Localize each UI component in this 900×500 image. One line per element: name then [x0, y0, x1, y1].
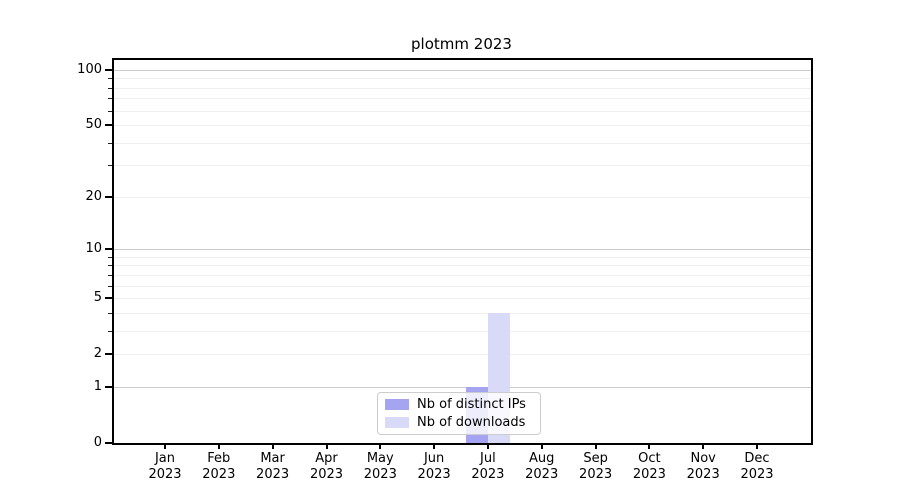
y-axis-tick [105, 68, 112, 71]
minor-gridline [114, 274, 811, 276]
minor-gridline [114, 354, 811, 356]
minor-gridline [114, 196, 811, 198]
y-tick-label: 50 [85, 117, 102, 132]
y-axis-minor-tick [108, 312, 112, 314]
x-tick-label: Oct 2023 [632, 451, 666, 482]
chart-title: plotmm 2023 [411, 35, 512, 53]
legend-swatch-downloads [385, 417, 409, 428]
x-tick-label: May 2023 [363, 451, 397, 482]
x-tick-label: Nov 2023 [686, 451, 720, 482]
y-axis-minor-tick [108, 330, 112, 332]
y-axis-tick [105, 124, 112, 126]
minor-gridline [114, 110, 811, 112]
minor-gridline [114, 98, 811, 100]
minor-gridline [114, 330, 811, 332]
y-axis-minor-tick [108, 274, 112, 276]
y-axis-tick [105, 195, 112, 198]
y-tick-label: 2 [93, 346, 102, 362]
major-gridline [114, 69, 811, 71]
minor-gridline [114, 312, 811, 314]
y-axis-tick [105, 353, 112, 356]
y-axis-tick [105, 442, 112, 444]
minor-gridline [114, 142, 811, 144]
x-axis-tick [486, 443, 489, 449]
x-tick-label: Jun 2023 [417, 451, 451, 482]
y-tick-label: 10 [85, 241, 102, 257]
legend-label-distinct-ips: Nb of distinct IPs [417, 396, 526, 412]
y-axis-minor-tick [108, 78, 112, 80]
minor-gridline [114, 285, 811, 287]
y-tick-label: 5 [93, 290, 102, 306]
x-axis-tick [271, 443, 274, 449]
y-tick-label: 0 [93, 435, 102, 450]
y-tick-label: 1 [93, 378, 102, 394]
x-tick-label: Mar 2023 [256, 451, 290, 482]
minor-gridline [114, 256, 811, 258]
y-axis-minor-tick [108, 256, 112, 258]
x-axis-tick [164, 443, 166, 449]
y-axis-tick [105, 385, 112, 388]
y-tick-label: 20 [85, 188, 102, 204]
x-axis-tick [648, 443, 651, 449]
x-tick-label: Apr 2023 [309, 451, 344, 482]
minor-gridline [114, 87, 811, 89]
y-axis-minor-tick [108, 142, 112, 144]
x-axis-tick [325, 443, 328, 449]
y-axis-minor-tick [108, 165, 112, 167]
legend: Nb of distinct IPs Nb of downloads [377, 392, 541, 435]
x-axis-tick [433, 443, 436, 449]
y-axis-minor-tick [108, 265, 112, 267]
x-axis-tick [379, 443, 382, 449]
y-axis-minor-tick [108, 110, 112, 112]
x-axis-tick [540, 443, 543, 449]
minor-gridline [114, 298, 811, 300]
x-axis-tick [217, 443, 220, 449]
y-axis-minor-tick [108, 87, 112, 89]
x-axis-tick [594, 443, 597, 449]
minor-gridline [114, 265, 811, 267]
legend-item-distinct-ips: Nb of distinct IPs [385, 397, 534, 413]
y-axis-tick [105, 248, 112, 251]
x-tick-label: Jan 2023 [148, 451, 182, 482]
minor-gridline [114, 125, 811, 126]
x-tick-label: Feb 2023 [202, 451, 236, 482]
x-axis-tick [756, 443, 758, 449]
y-axis-minor-tick [108, 98, 112, 100]
x-axis-tick [702, 443, 705, 449]
x-tick-label: Aug 2023 [525, 451, 559, 482]
x-tick-label: Dec 2023 [740, 451, 774, 482]
major-gridline [114, 249, 811, 251]
minor-gridline [114, 78, 811, 80]
x-tick-label: Sep 2023 [579, 451, 613, 482]
legend-label-downloads: Nb of downloads [417, 414, 526, 430]
y-axis-tick [105, 297, 112, 300]
legend-item-downloads: Nb of downloads [385, 415, 534, 431]
minor-gridline [114, 165, 811, 167]
plot-area [112, 58, 813, 445]
y-axis-minor-tick [108, 285, 112, 287]
y-tick-label: 100 [77, 61, 102, 77]
legend-swatch-distinct-ips [385, 399, 409, 410]
x-tick-label: Jul 2023 [471, 451, 505, 482]
major-gridline [114, 386, 811, 388]
